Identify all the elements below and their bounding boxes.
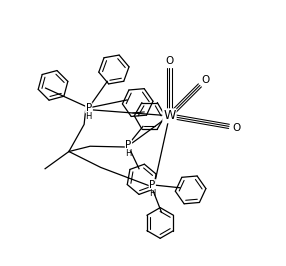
Text: P: P xyxy=(125,140,132,150)
Text: P: P xyxy=(149,180,155,190)
Text: W: W xyxy=(163,109,176,122)
Text: H: H xyxy=(149,189,156,198)
Text: O: O xyxy=(232,123,241,133)
Text: H: H xyxy=(86,112,92,121)
Text: P: P xyxy=(86,103,92,113)
Text: O: O xyxy=(201,75,209,85)
Text: H: H xyxy=(125,149,132,158)
Text: O: O xyxy=(165,56,174,66)
